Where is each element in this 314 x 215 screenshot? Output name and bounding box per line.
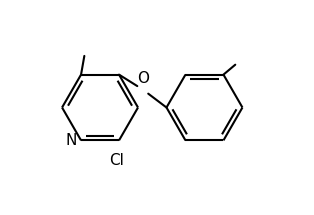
Text: Cl: Cl [109,154,124,168]
Text: N: N [65,133,77,148]
Text: O: O [137,71,149,86]
